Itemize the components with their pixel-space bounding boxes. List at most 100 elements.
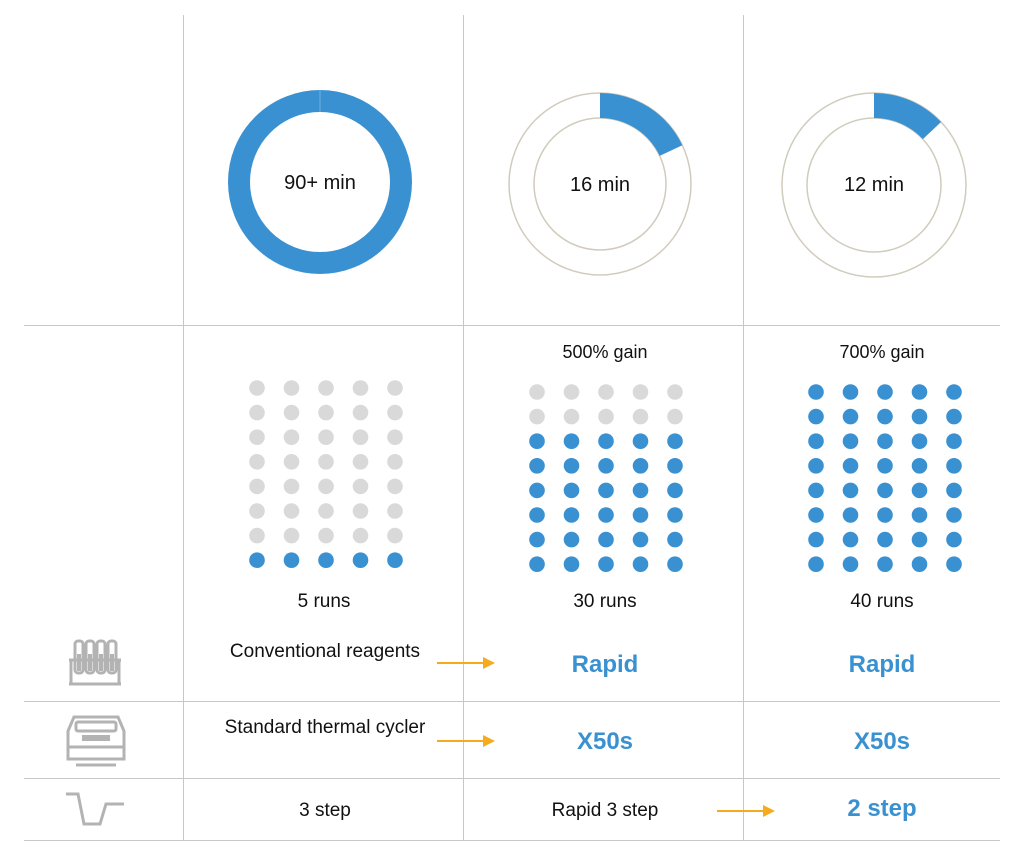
thermal-cycler-icon: [66, 715, 126, 767]
standard-thermal-cycler-label: Standard thermal cycler: [224, 717, 426, 738]
run-dot-empty: [387, 478, 403, 495]
run-dot-filled: [808, 408, 824, 425]
run-dot-filled: [632, 556, 649, 572]
run-dot-empty: [283, 454, 300, 470]
run-dot-filled: [877, 458, 893, 474]
run-dot-filled: [598, 458, 614, 474]
run-dot-empty: [352, 478, 369, 495]
run-dot-filled: [877, 556, 893, 572]
run-dot-filled: [842, 482, 859, 499]
run-dot-filled: [877, 482, 893, 499]
run-dot-empty: [283, 380, 300, 396]
run-dot-empty: [352, 380, 369, 396]
run-dot-filled: [352, 552, 369, 568]
run-dot-filled: [808, 531, 824, 548]
run-dot-filled: [563, 458, 580, 474]
run-dot-filled: [529, 507, 545, 523]
run-dot-filled: [842, 433, 859, 449]
run-dot-filled: [529, 531, 545, 548]
rapid-reagents-col2: Rapid: [571, 651, 639, 678]
runs-dot-grid-3: [808, 384, 962, 572]
run-dot-empty: [352, 454, 369, 470]
run-dot-filled: [808, 507, 824, 523]
time-label-3: 12 min: [843, 174, 905, 196]
run-dot-filled: [563, 433, 580, 449]
run-dot-filled: [946, 433, 962, 449]
run-dot-filled: [946, 408, 962, 425]
run-dot-empty: [387, 429, 403, 445]
run-dot-empty: [318, 527, 334, 544]
two-step-col3: 2 step: [847, 795, 917, 822]
test-tube-rack-icon: [69, 639, 121, 686]
time-donut-3: [781, 92, 967, 278]
gain-label-3: 700% gain: [839, 342, 925, 362]
run-dot-empty: [249, 380, 265, 396]
run-dot-filled: [808, 482, 824, 499]
run-dot-empty: [598, 384, 614, 400]
run-dot-empty: [632, 408, 649, 425]
run-dot-empty: [563, 384, 580, 400]
run-dot-filled: [946, 531, 962, 548]
run-dot-empty: [249, 478, 265, 495]
run-dot-filled: [667, 482, 683, 499]
row-divider-1: [24, 325, 1000, 326]
run-dot-filled: [318, 552, 334, 568]
rapid-three-step-label: Rapid 3 step: [551, 800, 659, 821]
x50s-col3: X50s: [853, 728, 911, 755]
run-dot-filled: [667, 433, 683, 449]
runs-label-3: 40 runs: [850, 591, 914, 612]
time-label-1: 90+ min: [284, 172, 356, 194]
three-step-label: 3 step: [299, 800, 351, 821]
run-dot-empty: [249, 503, 265, 519]
run-dot-filled: [911, 408, 928, 425]
run-dot-empty: [283, 404, 300, 421]
run-dot-empty: [318, 454, 334, 470]
column-divider-1: [183, 15, 184, 841]
run-dot-filled: [911, 482, 928, 499]
conventional-reagents-label: Conventional reagents: [229, 641, 421, 662]
run-dot-filled: [563, 556, 580, 572]
run-dot-empty: [283, 478, 300, 495]
run-dot-filled: [946, 556, 962, 572]
run-dot-filled: [598, 507, 614, 523]
runs-label-2: 30 runs: [573, 591, 637, 612]
run-dot-empty: [598, 408, 614, 425]
run-dot-empty: [318, 478, 334, 495]
arrow-right-icon-row1: [437, 657, 495, 669]
run-dot-empty: [529, 408, 545, 425]
run-dot-filled: [842, 384, 859, 400]
run-dot-filled: [598, 482, 614, 499]
run-dot-filled: [877, 384, 893, 400]
run-dot-filled: [563, 507, 580, 523]
temperature-step-icon: [66, 792, 124, 826]
runs-dot-grid-2: [529, 384, 683, 572]
run-dot-filled: [911, 556, 928, 572]
run-dot-empty: [352, 503, 369, 519]
run-dot-filled: [808, 556, 824, 572]
run-dot-filled: [563, 482, 580, 499]
run-dot-empty: [387, 404, 403, 421]
run-dot-filled: [667, 458, 683, 474]
run-dot-filled: [667, 531, 683, 548]
run-dot-empty: [249, 527, 265, 544]
time-label-2: 16 min: [569, 174, 631, 196]
run-dot-filled: [877, 433, 893, 449]
run-dot-empty: [352, 429, 369, 445]
run-dot-filled: [877, 408, 893, 425]
run-dot-empty: [318, 404, 334, 421]
run-dot-empty: [249, 404, 265, 421]
run-dot-filled: [529, 482, 545, 499]
run-dot-filled: [632, 433, 649, 449]
run-dot-filled: [529, 458, 545, 474]
run-dot-filled: [946, 482, 962, 499]
run-dot-filled: [842, 458, 859, 474]
column-divider-3: [743, 15, 744, 841]
run-dot-empty: [283, 503, 300, 519]
run-dot-filled: [598, 531, 614, 548]
run-dot-filled: [563, 531, 580, 548]
run-dot-filled: [667, 556, 683, 572]
run-dot-empty: [352, 527, 369, 544]
run-dot-filled: [842, 531, 859, 548]
run-dot-filled: [249, 552, 265, 568]
run-dot-filled: [842, 556, 859, 572]
